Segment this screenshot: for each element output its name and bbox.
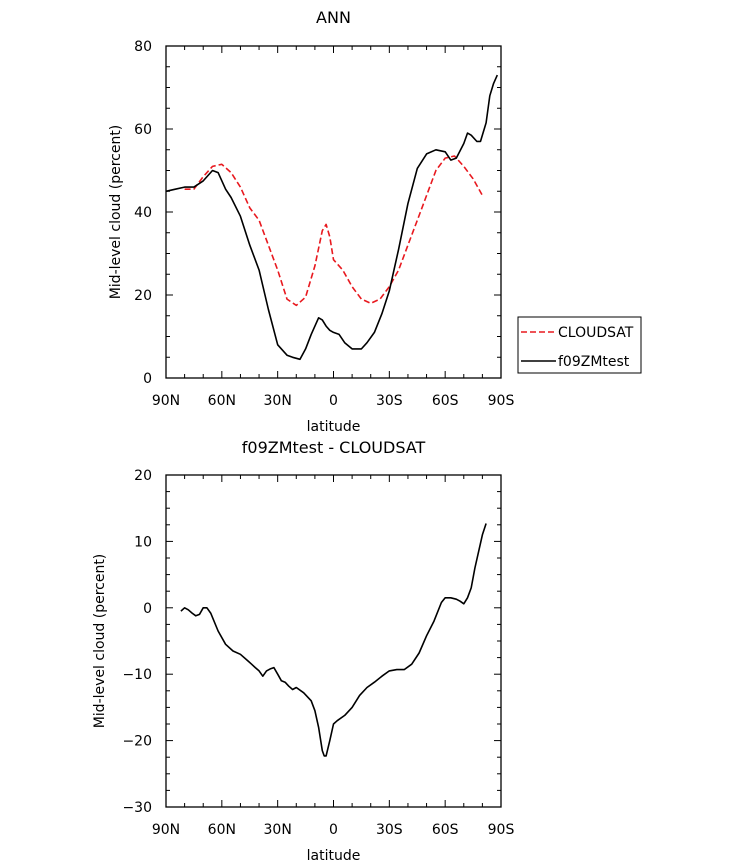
top-x-tick-label: 60N — [208, 393, 236, 409]
top-plot-frame — [165, 45, 502, 379]
bottom-panel: f09ZMtest - CLOUDSAT 90N 60N 30N 0 30S 60S 90S… — [92, 438, 514, 864]
bottom-y-tick-label: 20 — [134, 468, 152, 484]
top-y-tick-label: 80 — [134, 39, 152, 55]
legend: CLOUDSAT f09ZMtest — [517, 316, 642, 374]
bottom-axis-ticks: 90N 60N 30N 0 30S 60S 90S −30 −20 −10 0 10 20 — [122, 468, 514, 838]
bottom-x-axis-label: latitude — [307, 848, 361, 864]
bottom-plot-frame — [165, 474, 502, 808]
top-y-axis-label: Mid-level cloud (percent) — [108, 125, 124, 300]
top-axis-ticks: 90N 60N 30N 0 30S 60S 90S 0 20 40 60 80 — [134, 39, 514, 409]
bottom-x-tick-label: 90N — [152, 822, 180, 838]
top-y-tick-label: 40 — [134, 205, 152, 221]
top-y-tick-label: 0 — [143, 371, 152, 387]
legend-label-cloudsat: CLOUDSAT — [558, 325, 634, 341]
bottom-y-tick-label: 0 — [143, 601, 152, 617]
top-x-tick-label: 90N — [152, 393, 180, 409]
top-series-cloudsat-line — [184, 155, 484, 307]
bottom-x-tick-label: 30N — [264, 822, 292, 838]
top-series-lines — [165, 74, 499, 361]
bottom-y-axis-label: Mid-level cloud (percent) — [92, 554, 108, 729]
top-y-tick-label: 20 — [134, 288, 152, 304]
top-x-axis-label: latitude — [307, 419, 361, 435]
bottom-y-tick-label: −30 — [122, 800, 152, 816]
legend-label-f09zmtest: f09ZMtest — [558, 354, 630, 370]
bottom-series-difference-line — [180, 523, 487, 757]
bottom-x-tick-label: 30S — [376, 822, 403, 838]
bottom-x-tick-label: 90S — [488, 822, 515, 838]
bottom-y-tick-label: −10 — [122, 667, 152, 683]
top-x-tick-label: 60S — [432, 393, 459, 409]
top-y-tick-label: 60 — [134, 122, 152, 138]
top-panel: ANN 90N 60N 30N 0 30S 60S 90S 0 20 40 60 80 latitud… — [108, 8, 642, 435]
bottom-y-tick-label: 10 — [134, 534, 152, 550]
top-x-tick-label: 30S — [376, 393, 403, 409]
bottom-y-tick-label: −20 — [122, 734, 152, 750]
legend-box — [517, 316, 642, 374]
bottom-chart-title: f09ZMtest - CLOUDSAT — [242, 438, 426, 457]
top-x-tick-label: 0 — [329, 393, 338, 409]
bottom-x-tick-label: 60S — [432, 822, 459, 838]
top-x-tick-label: 90S — [488, 393, 515, 409]
top-x-tick-label: 30N — [264, 393, 292, 409]
bottom-series-lines — [180, 523, 487, 757]
bottom-x-tick-label: 0 — [329, 822, 338, 838]
top-series-f09zmtest-line — [165, 74, 499, 361]
top-chart-title: ANN — [316, 8, 351, 27]
bottom-x-tick-label: 60N — [208, 822, 236, 838]
